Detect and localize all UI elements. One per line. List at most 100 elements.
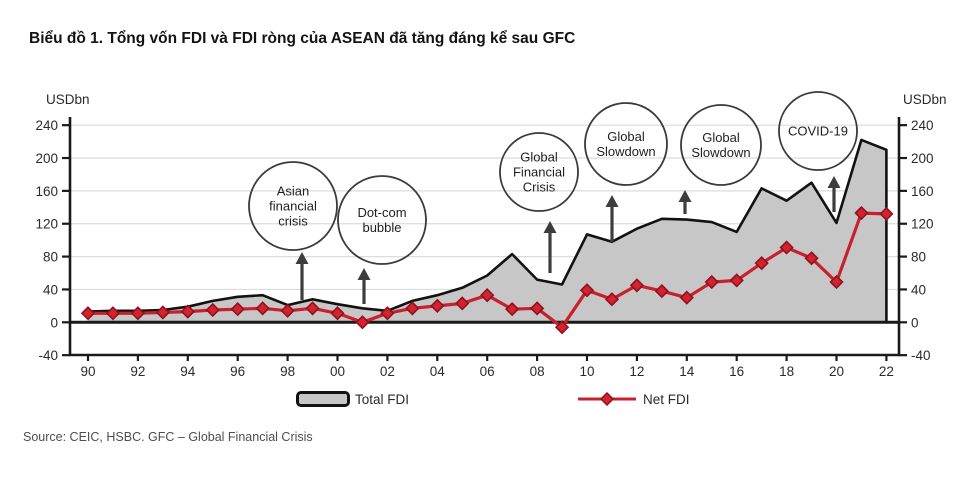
net-fdi-marker [729,273,744,288]
annotation-text: Global [702,130,740,145]
y-tick-label-right: 40 [911,282,926,297]
annotation-text: Slowdown [691,145,750,160]
annotation-arrow-head [543,221,557,233]
net-fdi-marker [529,301,545,316]
source-note: Source: CEIC, HSBC. GFC – Global Financi… [23,430,313,444]
annotation-circle [584,102,668,186]
x-tick-label: 18 [779,364,794,379]
net-fdi-marker [255,301,270,316]
annotation-text: Slowdown [596,144,655,159]
x-tick-label: 98 [280,364,295,379]
y-tick-label-left: -40 [38,348,58,363]
net-fdi-marker [804,251,819,266]
net-fdi-marker [105,306,121,321]
y-tick-label-right: -40 [911,348,931,363]
annotation-text: Dot-com [357,205,406,220]
net-fdi-marker [230,302,245,317]
x-tick-label: 00 [330,364,345,379]
y-tick-label-right: 160 [911,184,934,199]
annotation-text: Asian [277,184,310,199]
annotation-circle [499,132,579,212]
annotation-arrow-head [678,190,692,202]
y-tick-label-left: 200 [35,151,58,166]
net-fdi-marker [704,274,719,290]
annotation-text: Global [520,150,558,165]
net-fdi-marker [829,274,844,290]
net-fdi-marker [180,304,195,319]
net-fdi-marker [455,296,470,311]
annotation-text: Global [607,129,645,144]
annotation-text: Crisis [523,180,556,195]
y-tick-label-left: 40 [43,282,58,297]
net-fdi-marker [205,302,220,318]
net-fdi-marker [554,320,570,335]
x-tick-label: 10 [579,364,594,379]
y-tick-label-right: 80 [911,250,926,265]
net-fdi-marker [679,290,694,305]
x-tick-label: 02 [380,364,395,379]
net-fdi-marker [879,206,894,222]
net-fdi-marker [629,278,645,293]
net-fdi-marker [305,301,320,316]
x-tick-label: 96 [230,364,245,379]
x-tick-label: 92 [130,364,145,379]
net-fdi-marker [579,283,595,298]
net-fdi-marker [280,303,295,318]
y-tick-label-right: 120 [911,217,934,232]
annotation-covid-19: COVID-19 [778,91,858,212]
legend-label-net-fdi: Net FDI [643,391,690,407]
net-fdi-marker [654,283,669,299]
annotation-text: COVID-19 [788,124,848,139]
x-tick-label: 22 [879,364,894,379]
annotation-arrow-head [827,176,841,188]
x-tick-label: 94 [180,364,196,379]
legend-item-net-fdi: Net FDI [576,391,690,407]
x-tick-label: 14 [679,364,695,379]
total-fdi-area [88,139,887,323]
y-tick-label-right: 240 [911,118,934,133]
net-fdi-marker [355,315,370,330]
annotation-circle [337,175,427,265]
x-tick-label: 16 [729,364,744,379]
annotation-circle [248,161,338,251]
annotation-text: financial [269,199,317,214]
net-fdi-marker [604,292,620,307]
net-fdi-marker [330,306,345,321]
net-fdi-marker [854,205,869,221]
y-tick-label-right: 200 [911,151,934,166]
annotation-text: Financial [513,165,565,180]
legend-item-total-fdi: Total FDI [296,391,409,407]
annotation-text: bubble [362,220,401,235]
y-tick-label-right: 0 [911,315,919,330]
y-tick-label-left: 120 [35,217,58,232]
net-fdi-marker [754,256,769,271]
y-tick-label-left: 80 [43,250,58,265]
x-tick-label: 08 [530,364,545,379]
x-tick-label: 90 [80,364,95,379]
net-fdi-marker [505,302,520,317]
net-fdi-marker [480,288,495,303]
net-fdi-marker [779,240,794,255]
annotation-text: crisis [278,214,308,229]
net-fdi-marker [130,306,146,321]
y-tick-label-left: 160 [35,184,58,199]
net-fdi-swatch [578,391,636,407]
annotation-circle [778,91,858,171]
x-tick-label: 12 [629,364,644,379]
chart-legend: Total FDI Net FDI [0,391,961,411]
net-fdi-marker [80,306,96,321]
annotation-arrow-head [295,252,309,264]
y-axis-unit-right: USDbn [903,92,947,107]
annotation-arrow-head [357,268,371,280]
net-fdi-marker [380,306,395,321]
y-tick-label-left: 240 [35,118,58,133]
x-tick-label: 20 [829,364,844,379]
net-fdi-marker [155,305,170,320]
